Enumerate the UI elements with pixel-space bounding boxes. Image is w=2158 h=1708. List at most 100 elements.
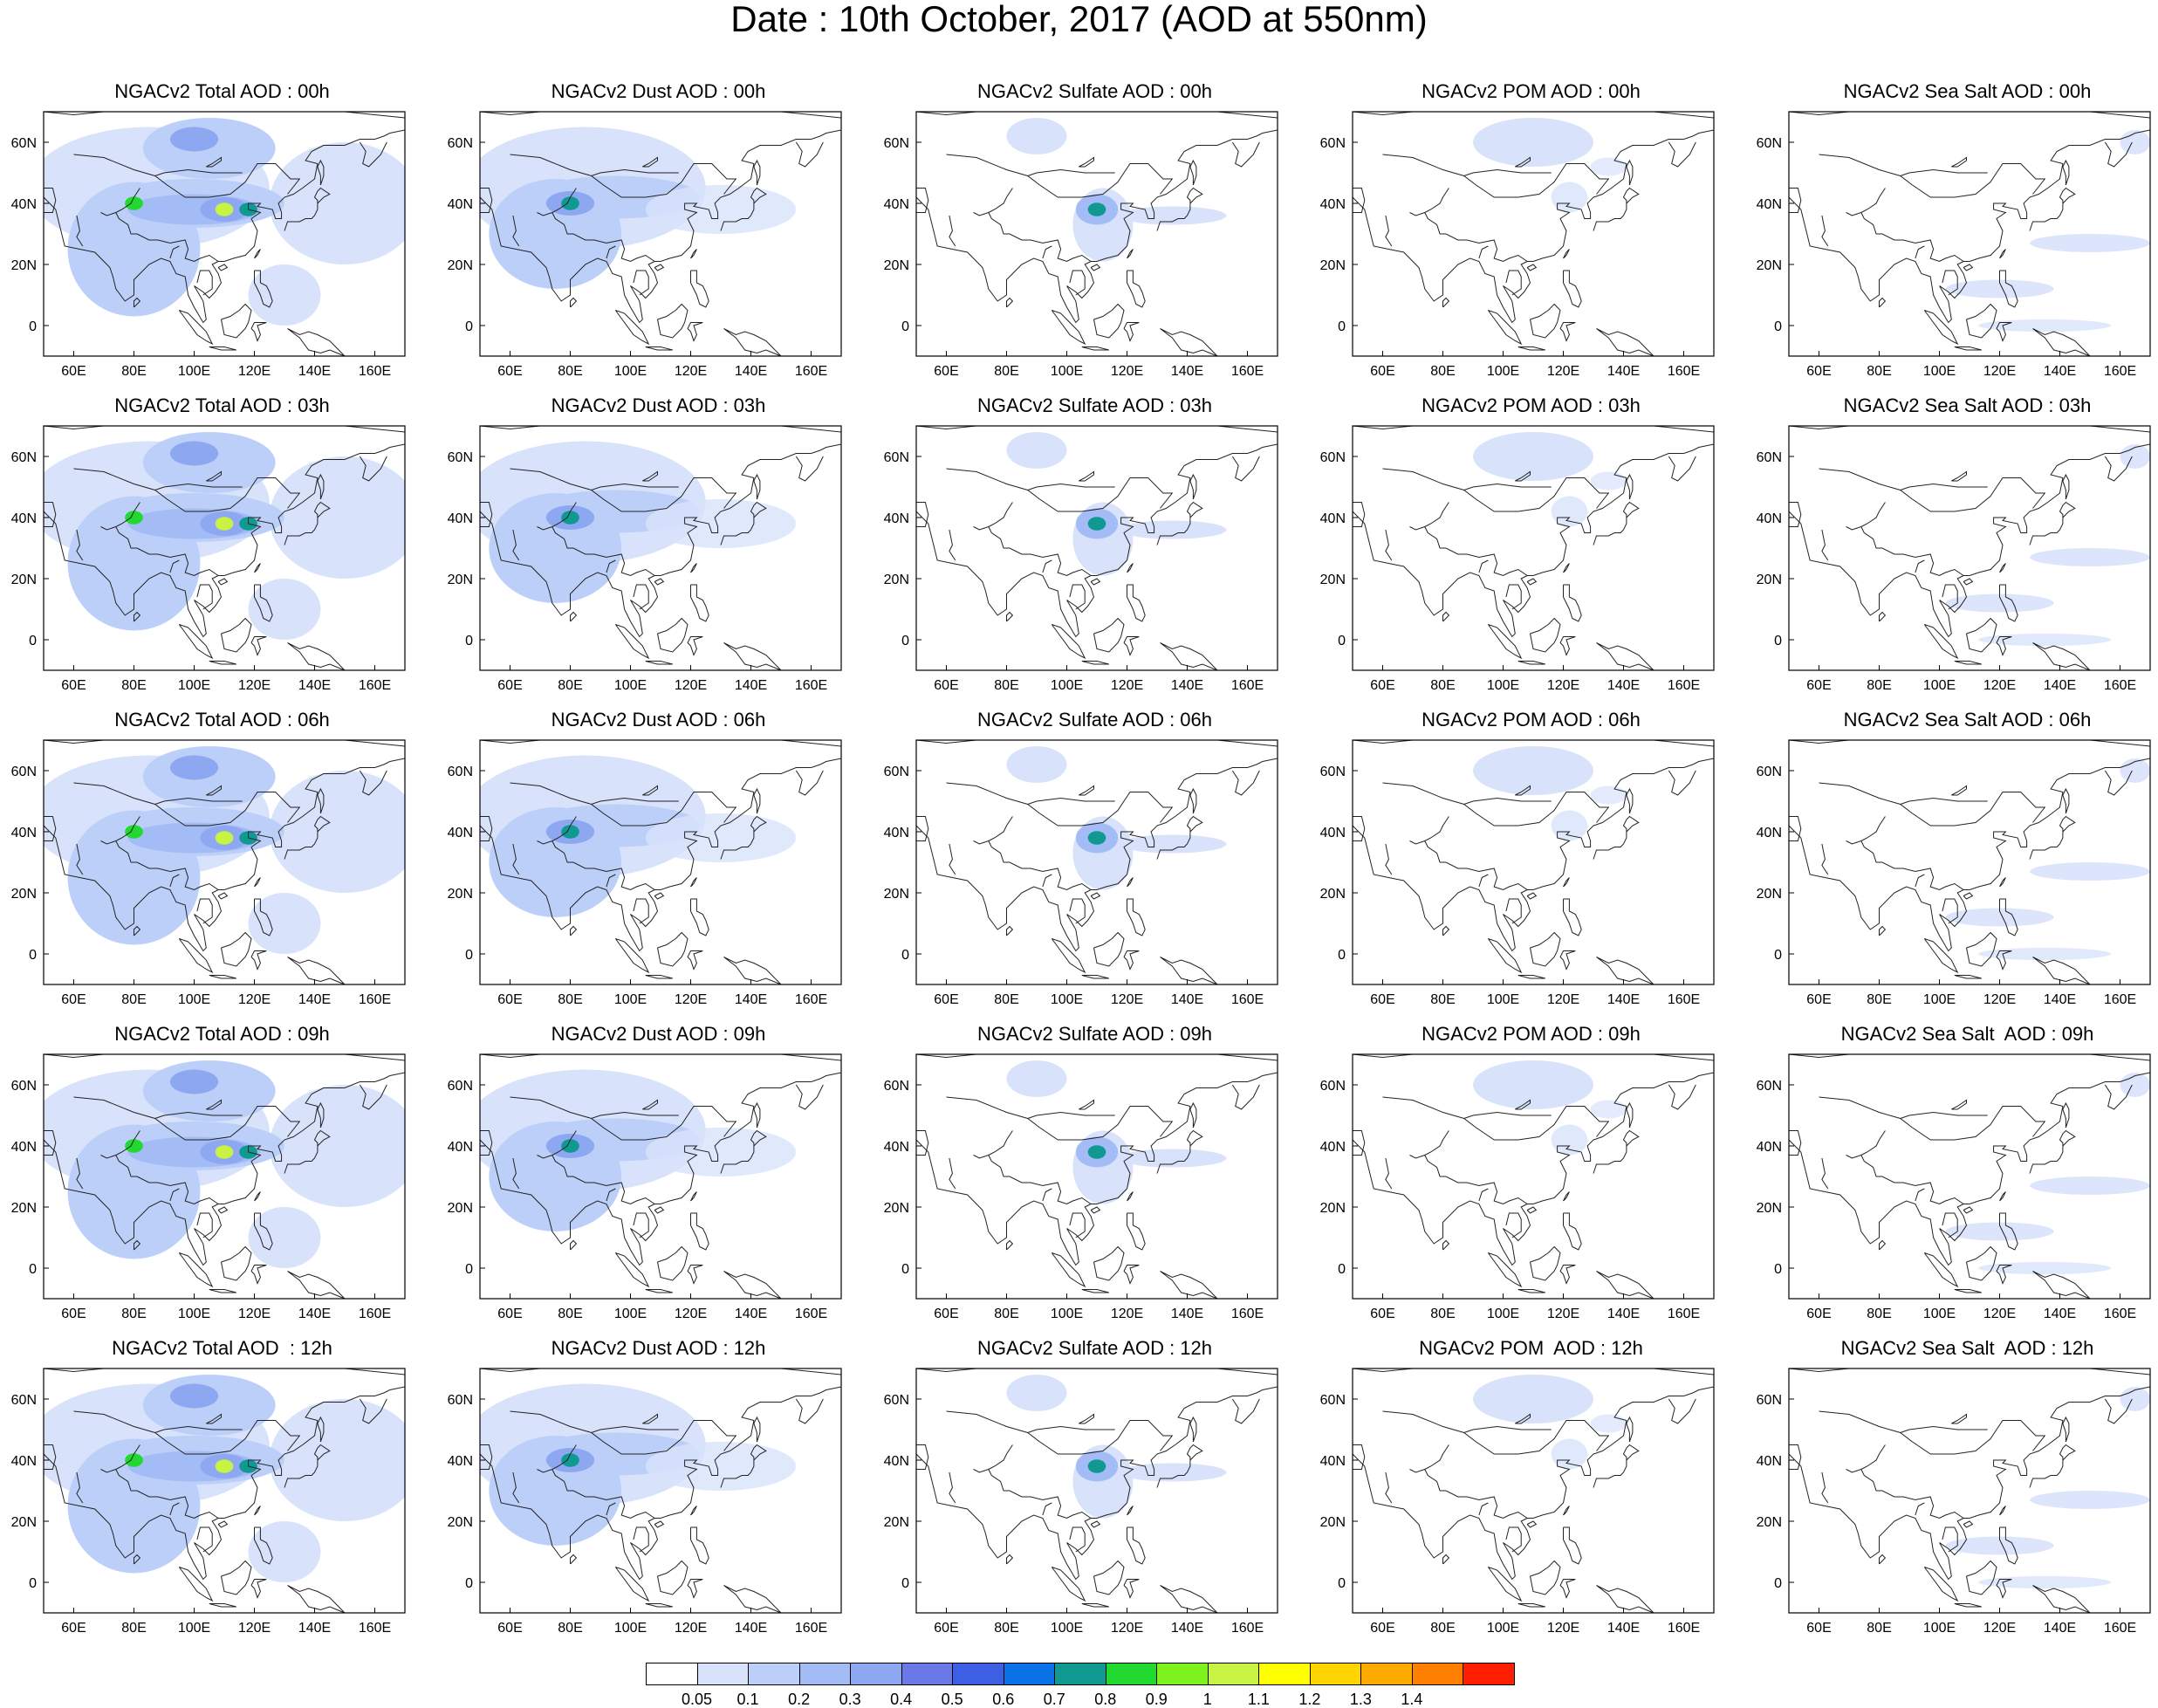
coastline bbox=[115, 212, 219, 263]
coastline bbox=[154, 1425, 243, 1433]
coastline bbox=[1966, 617, 1997, 653]
coastline bbox=[1382, 782, 1610, 827]
coastline bbox=[591, 483, 679, 490]
y-tick-label: 60N bbox=[884, 136, 909, 151]
coastline bbox=[1006, 925, 1014, 936]
coastline bbox=[1123, 322, 1140, 342]
coastline bbox=[1081, 661, 1109, 665]
map-panel-sulfate-0: NGACv2 Sulfate AOD : 00h 60E 80E 100E 120E 14… bbox=[873, 79, 1309, 384]
map-plot: 60E 80E 100E 120E 140E 160E 60N 40N 20N 0 bbox=[448, 425, 842, 693]
coastline bbox=[1081, 975, 1109, 979]
coastline bbox=[1127, 563, 1134, 573]
coastline bbox=[1593, 1444, 1640, 1488]
coastline bbox=[1900, 168, 1988, 176]
coastline bbox=[720, 815, 767, 860]
coastline bbox=[44, 443, 405, 638]
coastline bbox=[480, 129, 841, 324]
x-tick-label: 60E bbox=[1370, 364, 1394, 379]
coastline bbox=[178, 1567, 214, 1602]
y-tick-label: 20N bbox=[884, 887, 909, 902]
coastline bbox=[1999, 1212, 2018, 1251]
coastline bbox=[988, 526, 1092, 577]
map-panel-dust-4: NGACv2 Dust AOD : 12h 60E 80E 100E 120E 140E 1… bbox=[436, 1335, 873, 1641]
coastline bbox=[1189, 787, 1197, 814]
x-tick-label: 140E bbox=[735, 364, 767, 379]
y-tick-label: 40N bbox=[1757, 1140, 1782, 1155]
coastline bbox=[1846, 1130, 1886, 1159]
aod-field-patch bbox=[645, 499, 797, 548]
y-tick-label: 60N bbox=[884, 1393, 909, 1408]
coastline bbox=[1156, 1129, 1203, 1174]
x-tick-label: 80E bbox=[121, 1621, 146, 1636]
aod-field-patch bbox=[215, 202, 234, 216]
y-tick-label: 20N bbox=[884, 1201, 909, 1216]
coastline bbox=[633, 1526, 649, 1553]
coastline bbox=[1668, 1084, 1696, 1110]
coastline bbox=[1160, 328, 1218, 356]
y-tick-label: 0 bbox=[901, 634, 909, 648]
x-tick-label: 60E bbox=[1370, 1621, 1394, 1636]
coastline bbox=[720, 501, 767, 545]
x-tick-label: 100E bbox=[1923, 992, 1956, 1007]
coastline bbox=[1478, 559, 1489, 573]
coastline bbox=[1123, 950, 1140, 971]
y-tick-label: 60N bbox=[1320, 136, 1346, 151]
coastline bbox=[1942, 898, 1958, 924]
y-tick-label: 20N bbox=[1757, 258, 1782, 273]
coastline bbox=[512, 1157, 520, 1190]
x-tick-label: 140E bbox=[298, 1621, 331, 1636]
x-tick-label: 80E bbox=[1430, 992, 1455, 1007]
coastline bbox=[1463, 168, 1552, 176]
coastline bbox=[1923, 310, 1959, 346]
map-content bbox=[916, 740, 1278, 984]
x-tick-label: 140E bbox=[1607, 364, 1640, 379]
map-plot: 60E 80E 100E 120E 140E 160E 60N 40N 20N 0 bbox=[448, 1368, 842, 1636]
x-tick-label: 80E bbox=[1430, 364, 1455, 379]
coastline bbox=[1915, 559, 1925, 573]
coastline bbox=[2062, 159, 2070, 186]
coastline bbox=[1487, 938, 1523, 974]
coastline bbox=[690, 1526, 709, 1565]
coastline bbox=[1789, 1072, 2150, 1266]
coastline bbox=[1424, 212, 1528, 263]
coastline bbox=[1487, 624, 1523, 660]
coastline bbox=[510, 154, 737, 198]
colorbar-label: 0.8 bbox=[1094, 1691, 1117, 1708]
aod-field-patch bbox=[1551, 496, 1588, 527]
plot-frame bbox=[479, 739, 842, 985]
map-plot: 60E 80E 100E 120E 140E 160E 60N 40N 20N 0 bbox=[1320, 739, 1715, 1007]
coastline bbox=[1353, 1054, 1714, 1061]
y-tick-label: 40N bbox=[1320, 1140, 1346, 1155]
coastline bbox=[115, 1155, 219, 1205]
panel-title: NGACv2 POM AOD : 06h bbox=[1422, 709, 1641, 731]
coastline bbox=[1353, 1072, 1714, 1266]
aod-field-patch bbox=[561, 196, 579, 210]
y-tick-label: 0 bbox=[29, 634, 37, 648]
coastline bbox=[988, 212, 1092, 263]
coastline bbox=[633, 270, 649, 296]
coastline bbox=[1668, 456, 1696, 482]
coastline bbox=[2029, 1129, 2076, 1174]
y-tick-label: 0 bbox=[29, 948, 37, 963]
coastline bbox=[753, 1101, 761, 1128]
aod-field-patch bbox=[1590, 1414, 1627, 1433]
coastline bbox=[1123, 1579, 1140, 1599]
coastline bbox=[2104, 141, 2133, 168]
coastline bbox=[1915, 1502, 1925, 1516]
coastline bbox=[1231, 456, 1260, 482]
aod-field-patch bbox=[1118, 206, 1227, 225]
coastline bbox=[645, 661, 673, 665]
coastline bbox=[1353, 1368, 1714, 1375]
coastline bbox=[359, 1398, 387, 1424]
coastline bbox=[1079, 156, 1094, 168]
y-tick-label: 20N bbox=[11, 887, 37, 902]
x-tick-label: 120E bbox=[1983, 364, 2016, 379]
map-panel-total-4: NGACv2 Total AOD : 12h 60E 80E 100E 120E 140E… bbox=[0, 1335, 436, 1641]
map-content bbox=[480, 740, 841, 984]
colorbar-label: 0.2 bbox=[788, 1691, 811, 1708]
coastline bbox=[1069, 584, 1086, 610]
coastline bbox=[1963, 892, 1974, 900]
x-tick-label: 60E bbox=[1806, 364, 1831, 379]
y-tick-label: 0 bbox=[901, 948, 909, 963]
map-plot: 60E 80E 100E 120E 140E 160E 60N 40N 20N 0 bbox=[884, 1368, 1278, 1636]
